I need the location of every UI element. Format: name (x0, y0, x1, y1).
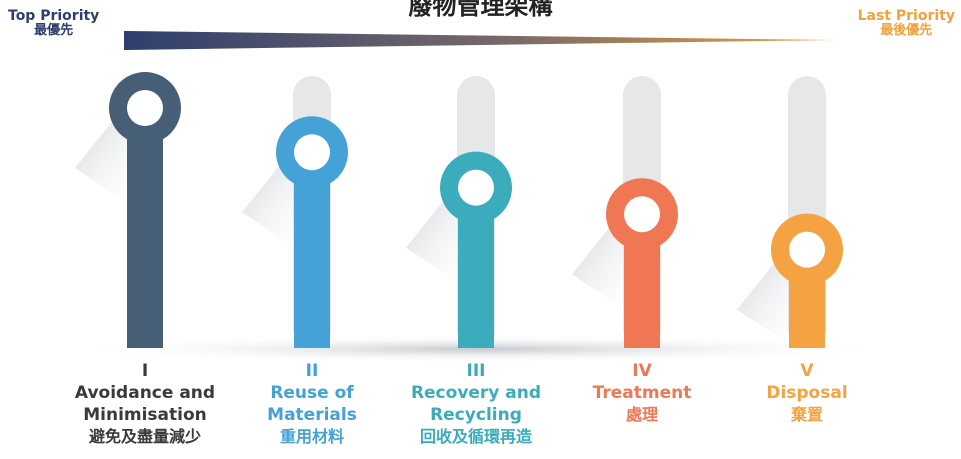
pin-dot (458, 169, 494, 206)
tier-name: Reuse of (270, 383, 354, 403)
pin-4 (572, 76, 678, 348)
priority-gradient-wedge (124, 31, 836, 50)
tier-name: Minimisation (83, 405, 207, 425)
top-priority-label: Top Priority 最優先 (8, 8, 99, 39)
tier-numeral: IV (632, 361, 652, 381)
tier-label-3: III Recovery and Recycling 回收及循環再造 (376, 360, 576, 448)
tier-name-zh: 棄置 (790, 405, 823, 424)
tier-name: Recycling (430, 405, 522, 425)
tier-numeral: III (466, 361, 486, 381)
tier-name-zh: 處理 (625, 405, 658, 424)
tier-numeral: V (800, 361, 814, 381)
pin-dot (624, 196, 660, 233)
page-title: 廢物管理架構 (408, 0, 553, 20)
tier-name-zh: 避免及盡量減少 (88, 427, 201, 446)
tier-label-4: IV Treatment 處理 (542, 360, 742, 426)
tier-name: Recovery and (410, 383, 542, 403)
pin-dot (294, 134, 330, 171)
pin-1 (75, 72, 181, 348)
top-priority-zh: 最優先 (34, 23, 74, 39)
pin-3 (406, 76, 512, 348)
last-priority-label: Last Priority 最後優先 (858, 8, 955, 39)
tier-name: Treatment (592, 383, 692, 403)
tier-numeral: I (141, 361, 149, 381)
pin-dot (127, 90, 163, 126)
tier-label-5: V Disposal 棄置 (707, 360, 907, 426)
tier-name-zh: 回收及循環再造 (419, 427, 532, 446)
pin-stem (127, 108, 163, 348)
tier-label-1: I Avoidance and Minimisation 避免及盡量減少 (45, 360, 245, 448)
tier-name-zh: 重用材料 (279, 427, 344, 446)
pin-5 (737, 76, 843, 350)
tier-label-2: II Reuse of Materials 重用材料 (212, 360, 412, 448)
tier-numeral: II (305, 361, 319, 381)
top-priority-en: Top Priority (8, 8, 100, 24)
tier-name: Materials (267, 405, 357, 425)
last-priority-en: Last Priority (857, 8, 955, 24)
pin-dot (789, 231, 825, 268)
last-priority-zh: 最後優先 (880, 23, 933, 39)
pin-2 (242, 76, 348, 348)
tier-name: Disposal (766, 383, 848, 403)
tier-name: Avoidance and (74, 383, 216, 403)
